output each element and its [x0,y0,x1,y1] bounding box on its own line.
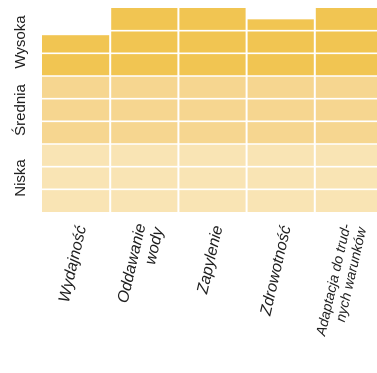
bar [42,35,111,212]
bar-band-segment [314,144,377,212]
bar-band-segment [42,144,111,212]
bar [178,8,247,212]
bar-band-segment [110,76,179,144]
y-tick-label: Wysoka [12,15,29,69]
bar [110,8,179,212]
x-tick-label-line: Zdrowotność [257,224,294,318]
bar-band-segment [246,76,315,144]
bar-band-segment [178,8,247,76]
bar-band-segment [178,144,247,212]
bar-band-segment [110,144,179,212]
bar-band-segment [178,76,247,144]
bar-band-segment [42,76,111,144]
bar-band-segment [314,76,377,144]
x-tick-label: Zapylenie [194,224,226,296]
grid-lines [42,8,377,212]
bar-band-segment [246,19,315,76]
bar-band-segment [314,8,377,76]
y-tick-labels: Niska Średnia Wysoka [11,15,29,197]
bar [246,19,315,212]
x-tick-label: Adaptacja do trud-nych warunków [312,222,369,338]
bar-band-segment [110,8,179,76]
bar-band-segment [42,35,111,76]
bars-group [42,8,377,212]
x-tick-label-line: Wydajność [56,224,90,304]
x-tick-label: Zdrowotność [257,224,294,318]
bar-band-segment [246,144,315,212]
y-tick-label: Średnia [11,83,29,135]
x-tick-label-line: Zapylenie [194,224,226,296]
y-tick-label: Niska [12,159,29,197]
x-tick-label: Wydajność [56,224,90,304]
bar [314,8,377,212]
